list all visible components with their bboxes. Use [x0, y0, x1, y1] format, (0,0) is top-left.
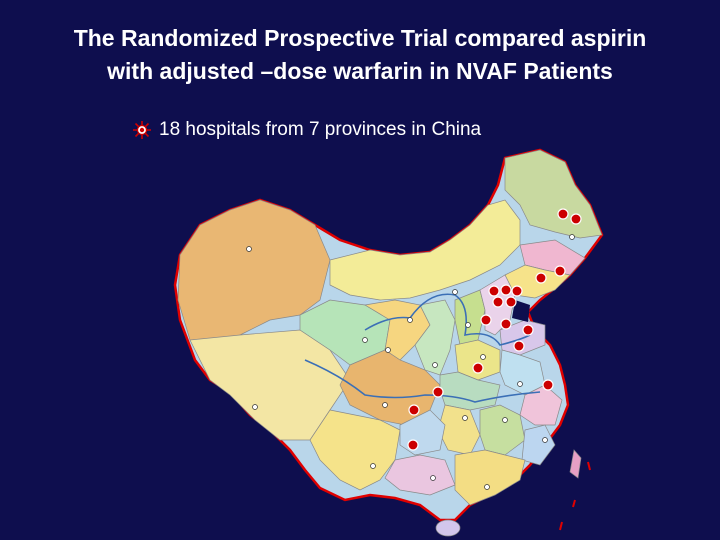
hospital-marker [535, 272, 547, 284]
capital-dot [517, 381, 523, 387]
capital-dot [465, 322, 471, 328]
hospital-marker [522, 324, 534, 336]
title-line-1: The Randomized Prospective Trial compare… [73, 25, 647, 51]
capital-dot [542, 437, 548, 443]
hospital-marker [570, 213, 582, 225]
capital-dot [407, 317, 413, 323]
hospital-markers [407, 208, 582, 451]
south-sea-dashes [559, 461, 591, 531]
hospital-marker [500, 284, 512, 296]
title-line-2: with adjusted –dose warfarin in NVAF Pat… [107, 58, 613, 84]
hospital-marker [472, 362, 484, 374]
capital-dot [569, 234, 575, 240]
hospital-marker [480, 314, 492, 326]
capital-dot [484, 484, 490, 490]
capital-dot [430, 475, 436, 481]
capital-dot [432, 362, 438, 368]
bohai-sea [512, 300, 530, 322]
region-fujian [521, 424, 556, 466]
capital-dots [246, 234, 575, 490]
hospital-marker [542, 379, 554, 391]
bullet-row: 18 hospitals from 7 provinces in China [133, 118, 481, 142]
slide-title: The Randomized Prospective Trial compare… [0, 22, 720, 88]
hospital-marker [511, 285, 523, 297]
hospital-marker [513, 340, 525, 352]
capital-dot [385, 347, 391, 353]
bullet-text: 18 hospitals from 7 provinces in China [159, 119, 482, 140]
region-jiangxi [479, 404, 526, 456]
hospital-marker [492, 296, 504, 308]
region-inner-mongolia [329, 199, 521, 301]
capital-dot [382, 402, 388, 408]
capital-dot [502, 417, 508, 423]
capital-dot [252, 404, 258, 410]
capital-dot [480, 354, 486, 360]
hospital-marker [488, 285, 500, 297]
hospital-marker [505, 296, 517, 308]
yangtze-river [304, 359, 541, 403]
hospital-marker [432, 386, 444, 398]
hospital-marker [407, 439, 419, 451]
hospital-marker [557, 208, 569, 220]
hospital-marker [408, 404, 420, 416]
capital-dot [246, 246, 252, 252]
yellow-river [364, 293, 531, 346]
region-guangxi [384, 454, 456, 496]
capital-dot [452, 289, 458, 295]
hospital-marker [554, 265, 566, 277]
region-hainan [435, 519, 461, 537]
region-taiwan [569, 449, 582, 479]
hospital-marker [500, 318, 512, 330]
capital-dot [362, 337, 368, 343]
region-yunnan [309, 409, 401, 491]
region-guangdong [454, 449, 526, 506]
hospital-star-icon [133, 121, 151, 139]
capital-dot [370, 463, 376, 469]
capital-dot [462, 415, 468, 421]
